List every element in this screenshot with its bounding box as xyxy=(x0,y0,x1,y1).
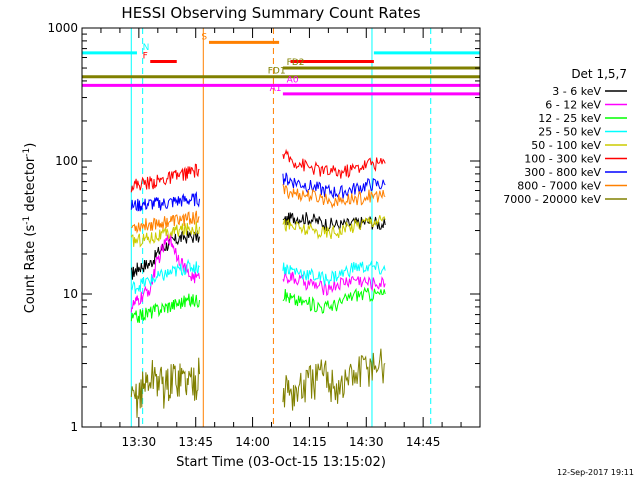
x-tick-label: 13:45 xyxy=(178,435,213,449)
x-tick-label: 14:45 xyxy=(406,435,441,449)
series-line-6-seg2 xyxy=(282,172,386,200)
flag-label-n: N xyxy=(143,43,150,53)
y-axis-label-end: ) xyxy=(23,143,38,148)
flag-label-s: S xyxy=(201,32,207,42)
legend-label-2: 12 - 25 keV xyxy=(538,112,601,125)
series-line-1-seg2 xyxy=(282,271,386,297)
series-line-5-seg2 xyxy=(282,148,386,179)
series-line-3-seg2 xyxy=(282,260,386,286)
series-line-6-seg1 xyxy=(130,191,200,212)
footer-timestamp: 12-Sep-2017 19:11 xyxy=(557,468,634,477)
y-axis-label-sup2: -1 xyxy=(22,148,32,157)
y-tick-label: 100 xyxy=(55,154,78,168)
series-line-4-seg1 xyxy=(130,221,200,248)
x-tick-label: 14:00 xyxy=(235,435,270,449)
plot-frame xyxy=(81,27,481,428)
series-line-0-seg1 xyxy=(130,229,200,280)
flag-label-a0: A0 xyxy=(287,75,299,85)
y-tick-label: 1 xyxy=(70,420,78,434)
x-axis-label: Start Time (03-Oct-15 13:15:02) xyxy=(176,455,386,470)
series-line-5-seg1 xyxy=(130,163,200,193)
x-tick-label: 14:30 xyxy=(349,435,384,449)
flag-label-fd2: FD2 xyxy=(287,58,305,68)
series-line-3-seg1 xyxy=(130,258,200,294)
legend-label-3: 25 - 50 keV xyxy=(538,126,601,139)
legend-label-5: 100 - 300 keV xyxy=(524,153,601,166)
flag-label-fd1: FD1 xyxy=(268,67,286,77)
series-line-4-seg2 xyxy=(282,215,386,240)
y-axis-label-mid: detector xyxy=(23,156,38,216)
series-line-7-seg2 xyxy=(282,184,386,209)
legend-label-4: 50 - 100 keV xyxy=(531,139,601,152)
y-tick-label: 10 xyxy=(63,287,78,301)
series-line-2-seg2 xyxy=(282,286,386,314)
legend-title: Det 1,5,7 xyxy=(571,67,627,81)
legend-label-7: 800 - 7000 keV xyxy=(517,180,601,193)
flag-label-a1: A1 xyxy=(270,84,282,94)
x-axis: 13:30 13:45 14:00 14:15 14:30 14:45 xyxy=(100,28,462,449)
y-axis-label-main: Count Rate (s xyxy=(23,225,38,314)
x-tick-label: 14:15 xyxy=(292,435,327,449)
legend-label-0: 3 - 6 keV xyxy=(552,85,601,98)
series-line-7-seg1 xyxy=(131,210,200,234)
legend-label-1: 6 - 12 keV xyxy=(545,99,601,112)
legend-label-8: 7000 - 20000 keV xyxy=(503,193,601,206)
y-axis-label: Count Rate (s-1 detector-1) xyxy=(22,143,38,314)
y-tick-label: 1000 xyxy=(47,21,78,35)
y-axis-label-sup1: -1 xyxy=(22,216,32,225)
series-line-2-seg1 xyxy=(130,293,200,323)
y-axis: 1 10 100 1000 xyxy=(47,21,480,434)
series-line-1-seg1 xyxy=(130,233,200,313)
legend-label-6: 300 - 800 keV xyxy=(524,166,601,179)
x-tick-label: 13:30 xyxy=(122,435,157,449)
flag-label-f: F xyxy=(143,51,148,61)
chart-title: HESSI Observing Summary Count Rates xyxy=(121,4,420,22)
series-line-8-seg2 xyxy=(282,348,386,411)
series-line-8-seg1 xyxy=(130,357,200,418)
